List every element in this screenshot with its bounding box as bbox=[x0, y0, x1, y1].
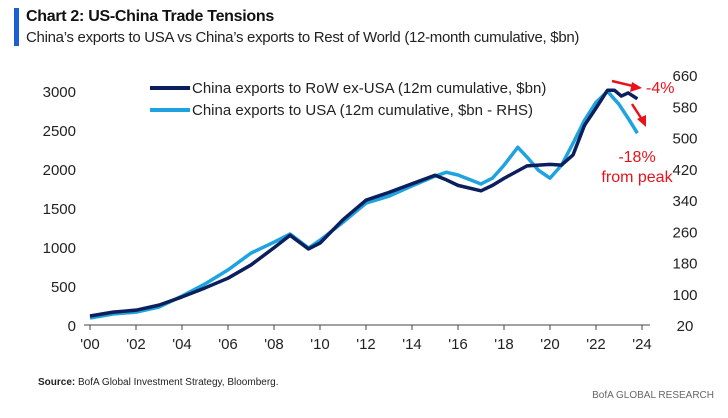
y-right-tick-label: 20 bbox=[677, 318, 694, 335]
legend-label: China exports to USA (12m cumulative, $b… bbox=[192, 102, 533, 119]
annotation-usa-note: from peak bbox=[601, 169, 673, 186]
y-right-tick-label: 260 bbox=[672, 224, 697, 241]
annotation-usa-change: -18% bbox=[618, 149, 655, 166]
y-right-tick-label: 500 bbox=[672, 131, 697, 148]
x-tick-label: '22 bbox=[586, 336, 606, 353]
x-tick-label: '16 bbox=[448, 336, 468, 353]
y-left-tick-label: 1000 bbox=[43, 240, 76, 257]
title-accent-bar bbox=[14, 8, 19, 46]
y-left-tick-label: 2500 bbox=[43, 123, 76, 140]
y-right-tick-label: 660 bbox=[672, 68, 697, 85]
arrow-head-row bbox=[630, 82, 642, 92]
x-tick-label: '08 bbox=[264, 336, 284, 353]
x-tick-label: '18 bbox=[494, 336, 514, 353]
x-tick-label: '00 bbox=[80, 336, 100, 353]
series-line-row bbox=[89, 88, 639, 318]
source-text: BofA Global Investment Strategy, Bloombe… bbox=[78, 377, 279, 388]
x-tick-label: '24 bbox=[632, 336, 652, 353]
x-tick-label: '10 bbox=[310, 336, 330, 353]
y-left-tick-label: 500 bbox=[51, 279, 76, 296]
y-right-tick-label: 180 bbox=[672, 256, 697, 273]
y-right-tick-label: 340 bbox=[672, 193, 697, 210]
source-label: Source: bbox=[38, 377, 76, 388]
y-left-tick-label: 2000 bbox=[43, 162, 76, 179]
series-line-usa bbox=[89, 89, 639, 320]
y-left-tick-label: 0 bbox=[68, 318, 76, 335]
chart-subtitle: China’s exports to USA vs China’s export… bbox=[26, 29, 580, 46]
annotation-row-change: -4% bbox=[646, 80, 674, 97]
y-right-tick-label: 100 bbox=[672, 287, 697, 304]
y-left-tick-label: 1500 bbox=[43, 201, 76, 218]
arrow-head-usa bbox=[637, 115, 646, 127]
chart-title: Chart 2: US-China Trade Tensions bbox=[26, 8, 274, 25]
y-right-tick-label: 420 bbox=[672, 162, 697, 179]
y-left-tick-label: 3000 bbox=[43, 84, 76, 101]
x-tick-label: '20 bbox=[540, 336, 560, 353]
legend-label: China exports to RoW ex-USA (12m cumulat… bbox=[192, 80, 546, 97]
y-right-tick-label: 580 bbox=[672, 99, 697, 116]
x-tick-label: '14 bbox=[402, 336, 422, 353]
x-tick-label: '04 bbox=[172, 336, 192, 353]
x-tick-label: '06 bbox=[218, 336, 238, 353]
brand-label: BofA GLOBAL RESEARCH bbox=[592, 390, 714, 401]
x-tick-label: '12 bbox=[356, 336, 376, 353]
x-tick-label: '02 bbox=[126, 336, 146, 353]
source-note: Source: BofA Global Investment Strategy,… bbox=[38, 377, 279, 388]
